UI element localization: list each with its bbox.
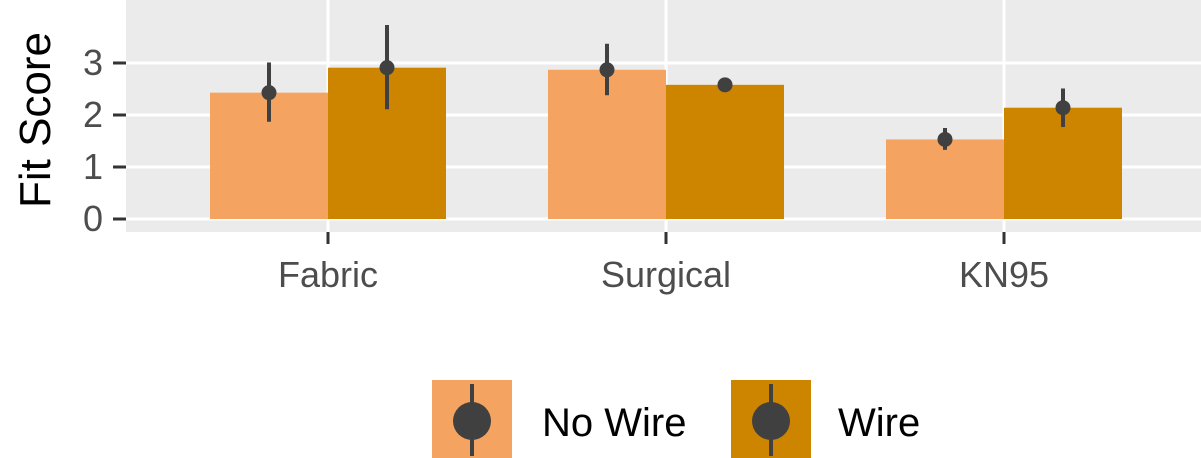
mean-point-no-wire-surgical [599, 62, 615, 78]
bar-no-wire-kn95 [886, 139, 1004, 219]
error-bars [261, 25, 1071, 150]
legend-label-no-wire: No Wire [542, 401, 686, 445]
mean-point-wire-fabric [379, 60, 395, 76]
legend-point-glyph [752, 402, 790, 440]
y-axis-title: Fit Score [11, 32, 60, 208]
mean-point-no-wire-fabric [261, 85, 277, 101]
mean-point-no-wire-kn95 [937, 131, 953, 147]
bar-wire-surgical [666, 84, 784, 219]
x-tick-label-surgical: Surgical [601, 254, 731, 295]
y-tick-label: 1 [83, 146, 103, 187]
y-tick-label: 0 [83, 198, 103, 239]
y-tick-label: 2 [83, 94, 103, 135]
x-tick-label-kn95: KN95 [959, 254, 1049, 295]
x-tick-label-fabric: Fabric [278, 254, 378, 295]
axes: 0 1 2 3 Fabric Surgical KN95 [83, 42, 1049, 295]
y-tick-label: 3 [83, 42, 103, 83]
legend-label-wire: Wire [838, 401, 920, 445]
mean-point-wire-kn95 [1055, 100, 1071, 116]
legend: No Wire Wire [432, 380, 920, 458]
mean-point-wire-surgical [717, 77, 733, 93]
legend-point-glyph [453, 402, 491, 440]
